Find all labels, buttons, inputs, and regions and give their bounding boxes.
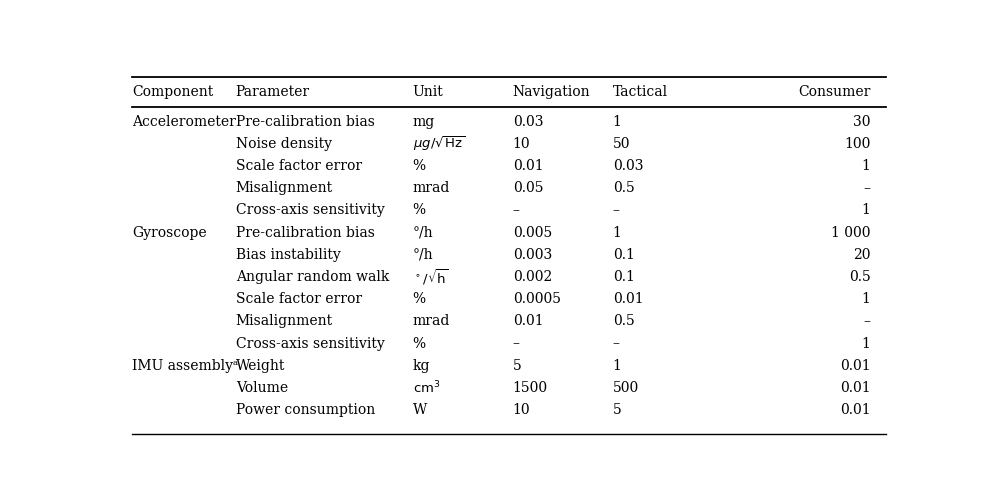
Text: mg: mg [413,115,435,129]
Text: 10: 10 [512,137,530,151]
Text: 100: 100 [844,137,871,151]
Text: $\mathrm{cm}^3$: $\mathrm{cm}^3$ [413,380,440,396]
Text: Consumer: Consumer [798,85,871,99]
Text: kg: kg [413,359,430,373]
Text: 1: 1 [862,292,871,306]
Text: 10: 10 [512,403,530,417]
Text: 0.1: 0.1 [613,248,635,262]
Text: W: W [413,403,427,417]
Text: Tactical: Tactical [613,85,668,99]
Text: –: – [613,336,620,350]
Text: 0.01: 0.01 [840,403,871,417]
Text: Unit: Unit [413,85,444,99]
Text: –: – [512,203,519,217]
Text: 30: 30 [853,115,871,129]
Text: Pre-calibration bias: Pre-calibration bias [235,226,374,240]
Text: 1500: 1500 [512,381,548,395]
Text: –: – [512,336,519,350]
Text: 1: 1 [862,203,871,217]
Text: IMU assemblyᵃ: IMU assemblyᵃ [132,359,238,373]
Text: 50: 50 [613,137,631,151]
Text: °/h: °/h [413,226,433,240]
Text: Misalignment: Misalignment [235,315,333,329]
Text: Cross-axis sensitivity: Cross-axis sensitivity [235,336,384,350]
Text: mrad: mrad [413,181,450,195]
Text: Parameter: Parameter [235,85,310,99]
Text: 0.01: 0.01 [840,359,871,373]
Text: 0.002: 0.002 [512,270,552,284]
Text: Power consumption: Power consumption [235,403,375,417]
Text: 20: 20 [853,248,871,262]
Text: 1: 1 [862,336,871,350]
Text: 0.01: 0.01 [613,292,643,306]
Text: %: % [413,203,426,217]
Text: %: % [413,292,426,306]
Text: 0.01: 0.01 [512,315,543,329]
Text: Component: Component [132,85,213,99]
Text: 0.03: 0.03 [512,115,543,129]
Text: 1: 1 [613,115,622,129]
Text: 0.01: 0.01 [512,159,543,173]
Text: Noise density: Noise density [235,137,332,151]
Text: 0.005: 0.005 [512,226,552,240]
Text: 1: 1 [862,159,871,173]
Text: Scale factor error: Scale factor error [235,159,361,173]
Text: %: % [413,336,426,350]
Text: 5: 5 [613,403,622,417]
Text: 1: 1 [613,226,622,240]
Text: 0.01: 0.01 [840,381,871,395]
Text: 500: 500 [613,381,639,395]
Text: $^\circ/\sqrt{\mathrm{h}}$: $^\circ/\sqrt{\mathrm{h}}$ [413,267,449,287]
Text: 0.1: 0.1 [613,270,635,284]
Text: Scale factor error: Scale factor error [235,292,361,306]
Text: 1 000: 1 000 [831,226,871,240]
Text: Bias instability: Bias instability [235,248,341,262]
Text: 0.5: 0.5 [613,181,635,195]
Text: Cross-axis sensitivity: Cross-axis sensitivity [235,203,384,217]
Text: mrad: mrad [413,315,450,329]
Text: °/h: °/h [413,248,433,262]
Text: 1: 1 [613,359,622,373]
Text: Accelerometer: Accelerometer [132,115,235,129]
Text: 0.05: 0.05 [512,181,543,195]
Text: Navigation: Navigation [512,85,591,99]
Text: 0.003: 0.003 [512,248,552,262]
Text: –: – [613,203,620,217]
Text: –: – [864,315,871,329]
Text: Volume: Volume [235,381,288,395]
Text: $\mu g/\sqrt{\mathrm{Hz}}$: $\mu g/\sqrt{\mathrm{Hz}}$ [413,134,465,153]
Text: Weight: Weight [235,359,285,373]
Text: 0.5: 0.5 [849,270,871,284]
Text: Gyroscope: Gyroscope [132,226,207,240]
Text: 0.03: 0.03 [613,159,643,173]
Text: –: – [864,181,871,195]
Text: 0.5: 0.5 [613,315,635,329]
Text: Pre-calibration bias: Pre-calibration bias [235,115,374,129]
Text: 5: 5 [512,359,521,373]
Text: 0.0005: 0.0005 [512,292,561,306]
Text: Angular random walk: Angular random walk [235,270,389,284]
Text: %: % [413,159,426,173]
Text: Misalignment: Misalignment [235,181,333,195]
